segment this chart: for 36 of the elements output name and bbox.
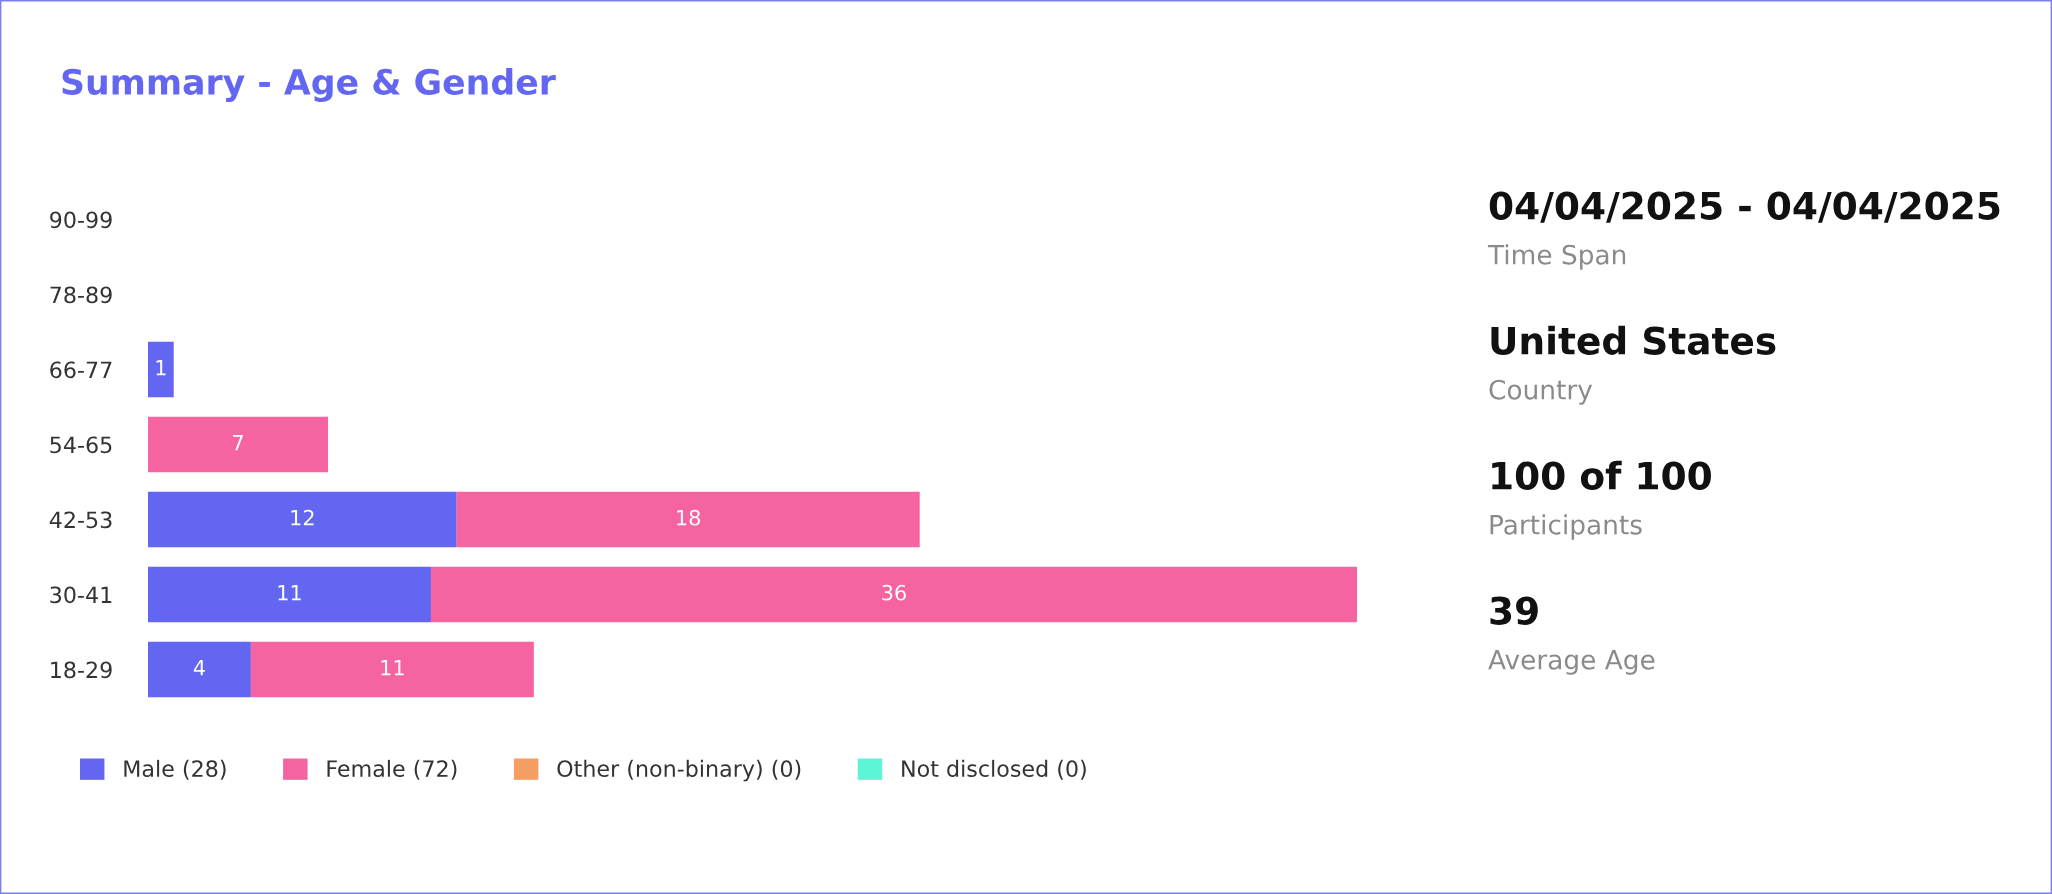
y-tick-label: 54-65 [50, 436, 112, 454]
text: Time Span [1487, 244, 1626, 270]
data-label: 11 [278, 585, 301, 601]
text: Participants [1490, 514, 1642, 540]
bar [148, 416, 329, 473]
legend-label: Female (72) [327, 759, 457, 780]
text: Country [1489, 379, 1593, 405]
bar [148, 641, 251, 698]
legend-label: Other (non-binary) (0) [557, 759, 801, 782]
data-label: 4 [193, 660, 205, 676]
data-label: 11 [381, 660, 404, 676]
data-label: 7 [233, 435, 243, 451]
y-tick-label: 66-77 [50, 361, 112, 379]
data-label: 12 [291, 509, 314, 526]
text: Average Age [1488, 650, 1655, 675]
text: 39 [1490, 596, 1538, 625]
y-tick-label: 30-41 [50, 586, 112, 604]
y-tick-label: 42-53 [49, 511, 112, 529]
legend-label: Male (28) [124, 759, 226, 780]
bar [250, 641, 534, 698]
text: 100 of 100 [1492, 460, 1711, 490]
bar [148, 566, 431, 623]
y-tick-label: 78-89 [50, 286, 112, 304]
data-label: 1 [156, 360, 166, 376]
bar [456, 491, 920, 548]
chart-title: Summary - Age & Gender [62, 68, 556, 102]
data-label: 36 [882, 584, 906, 601]
text: United States [1491, 325, 1776, 355]
bar [148, 491, 457, 548]
y-tick-label: 18-29 [51, 661, 112, 679]
y-tick-label: 90-99 [50, 211, 112, 229]
bar [148, 341, 174, 398]
bar [430, 566, 1357, 623]
text: 04/04/2025 - 04/04/2025 [1489, 191, 2000, 223]
data-label: 18 [677, 509, 701, 526]
legend-label: Not disclosed (0) [902, 759, 1086, 780]
